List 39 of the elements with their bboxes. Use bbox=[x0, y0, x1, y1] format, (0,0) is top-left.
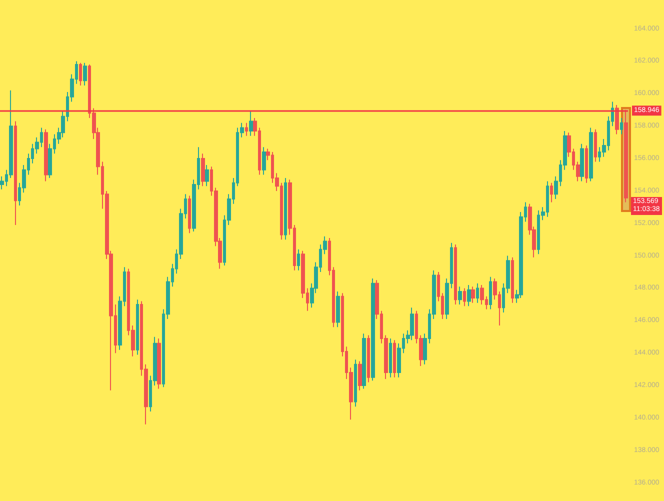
candlestick bbox=[249, 110, 253, 136]
candlestick bbox=[284, 177, 287, 240]
candlestick bbox=[454, 244, 457, 305]
candlestick bbox=[157, 338, 161, 390]
candlestick bbox=[624, 109, 628, 203]
candlestick bbox=[620, 117, 623, 135]
candlestick bbox=[410, 307, 414, 341]
candlestick bbox=[371, 278, 375, 382]
candlestick bbox=[83, 62, 87, 86]
candlestick bbox=[358, 360, 362, 391]
candlestick bbox=[476, 282, 479, 304]
candlestick bbox=[467, 284, 471, 307]
candlestick bbox=[362, 333, 366, 390]
candlestick bbox=[585, 145, 588, 184]
candlestick bbox=[188, 195, 191, 234]
candlestick bbox=[297, 248, 300, 271]
candlestick bbox=[367, 334, 370, 383]
candlestick bbox=[336, 290, 340, 328]
candlestick bbox=[471, 286, 475, 304]
candlestick bbox=[389, 338, 392, 378]
candlestick bbox=[205, 164, 209, 187]
candlestick bbox=[550, 182, 553, 203]
candlestick bbox=[580, 143, 584, 182]
candlestick bbox=[44, 128, 48, 182]
candlestick bbox=[511, 256, 514, 304]
candlestick bbox=[458, 286, 462, 305]
candlestick bbox=[594, 128, 597, 162]
candlestick bbox=[136, 299, 139, 356]
candlestick bbox=[589, 127, 593, 182]
candlestick bbox=[14, 120, 17, 226]
candlestick bbox=[393, 340, 396, 378]
candlestick bbox=[201, 153, 205, 187]
candlestick bbox=[262, 146, 266, 176]
candlestick bbox=[245, 122, 248, 136]
candlestick bbox=[615, 104, 619, 135]
candlestick bbox=[354, 359, 357, 408]
candlestick bbox=[463, 288, 466, 307]
candlestick bbox=[79, 62, 82, 86]
candlestick bbox=[489, 276, 492, 310]
